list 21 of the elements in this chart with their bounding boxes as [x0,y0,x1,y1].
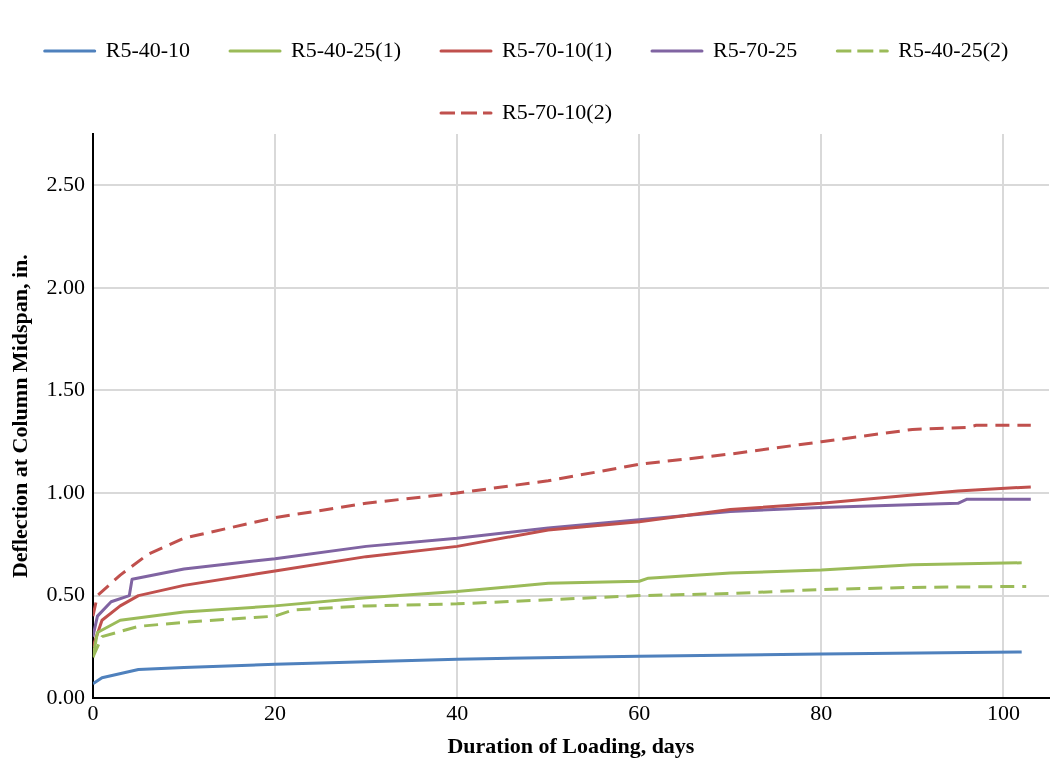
y-tick-label: 2.00 [46,273,85,299]
y-axis-title: Deflection at Column Midspan, in. [6,254,32,579]
y-tick-label: 2.50 [46,171,85,197]
x-tick-label: 60 [628,700,651,726]
x-tick-label: 100 [986,700,1020,726]
x-tick-label: 40 [446,700,469,726]
legend-label: R5-70-25 [712,36,798,62]
y-tick-label: 0.00 [46,683,85,709]
x-axis-title: Duration of Loading, days [447,733,695,759]
y-tick-label: 1.50 [46,376,85,402]
legend-label: R5-40-25(2) [898,36,1009,62]
x-tick-label: 0 [87,700,99,726]
x-tick-label: 20 [264,700,287,726]
x-tick-label: 80 [810,700,833,726]
line-series [92,423,1033,618]
legend-label: R5-70-10(2) [502,98,612,124]
legend-label: R5-40-10 [105,36,191,62]
y-tick-label: 0.50 [46,581,85,607]
y-tick-label: 1.00 [46,478,85,504]
legend-label: R5-40-25(1) [291,36,402,62]
legend-label: R5-70-10(1) [502,36,612,62]
